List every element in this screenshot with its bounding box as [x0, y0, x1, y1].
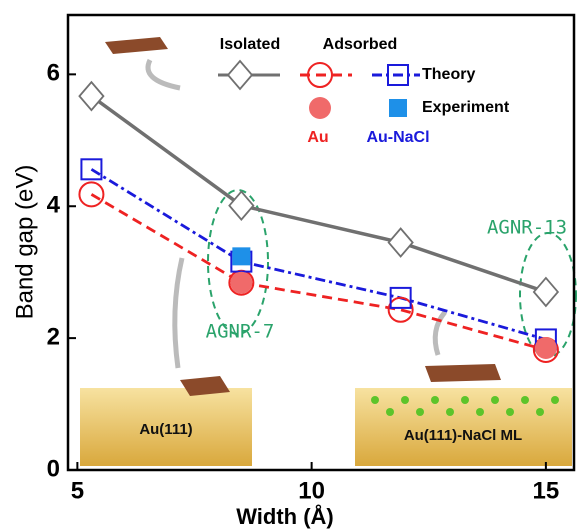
data-point: [389, 298, 413, 322]
y-axis-label: Band gap (eV): [11, 165, 38, 320]
data-point: [389, 229, 413, 257]
legend-marker: [228, 61, 252, 89]
x-tick-label: 15: [533, 477, 560, 504]
legend-row: Theory: [422, 66, 475, 83]
data-point: [535, 337, 557, 359]
legend-group: Au-NaCl: [366, 129, 429, 146]
data-point: [229, 192, 253, 220]
legend-marker: [389, 99, 407, 117]
x-axis-label: Width (Å): [236, 503, 334, 529]
data-point: [230, 272, 252, 294]
annotation: AGNR-13: [487, 217, 567, 239]
x-tick-label: 10: [298, 477, 325, 504]
inset-nacl: [355, 364, 572, 466]
data-point: [232, 247, 250, 265]
data-point: [534, 278, 558, 306]
y-tick-label: 0: [47, 455, 60, 482]
isolated-ribbon: [105, 37, 168, 54]
legend-group: Au: [307, 129, 328, 146]
legend-row: Experiment: [422, 99, 510, 116]
y-tick-label: 4: [47, 192, 61, 219]
legend-marker: [309, 97, 331, 119]
x-tick-label: 5: [71, 477, 84, 504]
series-line: [91, 169, 545, 339]
y-tick-label: 6: [47, 60, 60, 87]
annotation: AGNR-7: [206, 321, 275, 343]
series-line: [91, 96, 545, 292]
legend-header: Isolated: [220, 36, 280, 53]
legend-header: Adsorbed: [323, 36, 398, 53]
y-tick-label: 2: [47, 323, 60, 350]
series-line: [91, 194, 545, 350]
chart: Width (Å) Band gap (eV) Isolated Adsorbe…: [0, 0, 584, 530]
annotation: Au(111): [139, 421, 192, 438]
data-point: [79, 82, 103, 110]
annotation: Au(111)-NaCl ML: [404, 427, 522, 444]
